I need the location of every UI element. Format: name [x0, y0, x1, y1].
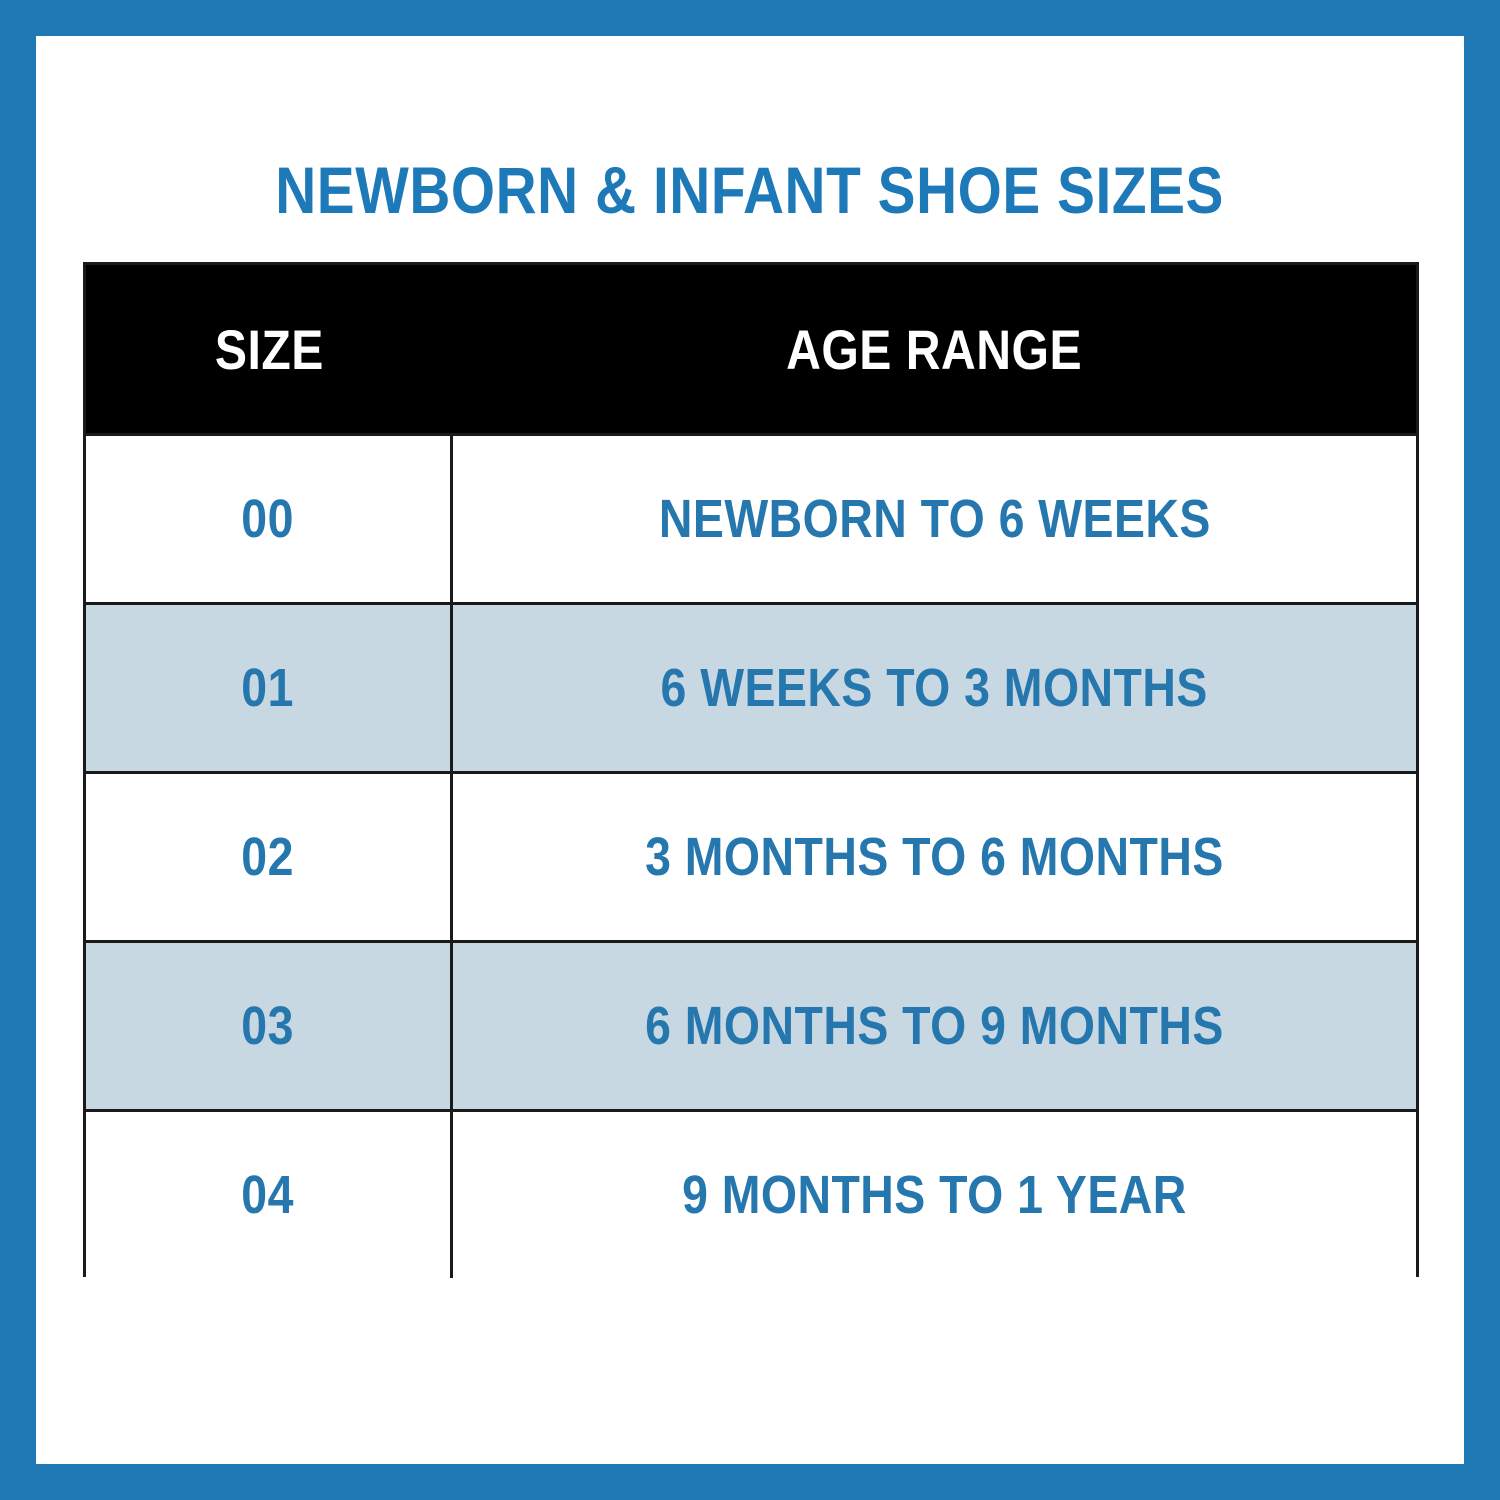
- size-table: SIZE AGE RANGE 00 NEWBORN TO 6 WEEKS 01 …: [83, 262, 1419, 1278]
- size-cell: 04: [86, 1112, 453, 1278]
- table-row: 03 6 MONTHS TO 9 MONTHS: [86, 940, 1416, 1109]
- column-header-age-range: AGE RANGE: [453, 265, 1416, 433]
- age-range-cell: 3 MONTHS TO 6 MONTHS: [453, 774, 1416, 940]
- age-range-cell: NEWBORN TO 6 WEEKS: [453, 436, 1416, 602]
- size-cell: 03: [86, 943, 453, 1109]
- table-row: 04 9 MONTHS TO 1 YEAR: [86, 1109, 1416, 1278]
- size-value: 02: [241, 827, 295, 887]
- age-range-cell: 9 MONTHS TO 1 YEAR: [453, 1112, 1416, 1278]
- page-title-text: NEWBORN & INFANT SHOE SIZES: [275, 153, 1225, 227]
- column-header-size: SIZE: [86, 265, 453, 433]
- column-header-age-range-label: AGE RANGE: [786, 317, 1083, 381]
- table-row: 02 3 MONTHS TO 6 MONTHS: [86, 771, 1416, 940]
- column-header-size-label: SIZE: [215, 317, 324, 381]
- age-range-cell: 6 MONTHS TO 9 MONTHS: [453, 943, 1416, 1109]
- size-value: 01: [241, 658, 295, 718]
- age-range-value: 6 MONTHS TO 9 MONTHS: [645, 996, 1224, 1056]
- size-value: 04: [241, 1165, 295, 1225]
- size-cell: 01: [86, 605, 453, 771]
- age-range-value: 3 MONTHS TO 6 MONTHS: [645, 827, 1224, 887]
- age-range-cell: 6 WEEKS TO 3 MONTHS: [453, 605, 1416, 771]
- size-cell: 00: [86, 436, 453, 602]
- table-header: SIZE AGE RANGE: [86, 265, 1416, 433]
- table-row: 00 NEWBORN TO 6 WEEKS: [86, 433, 1416, 602]
- age-range-value: 6 WEEKS TO 3 MONTHS: [660, 658, 1209, 718]
- size-value: 03: [241, 996, 295, 1056]
- table-row: 01 6 WEEKS TO 3 MONTHS: [86, 602, 1416, 771]
- size-cell: 02: [86, 774, 453, 940]
- size-value: 00: [241, 489, 295, 549]
- age-range-value: 9 MONTHS TO 1 YEAR: [682, 1165, 1187, 1225]
- age-range-value: NEWBORN TO 6 WEEKS: [658, 489, 1211, 549]
- page-title: NEWBORN & INFANT SHOE SIZES: [36, 154, 1464, 227]
